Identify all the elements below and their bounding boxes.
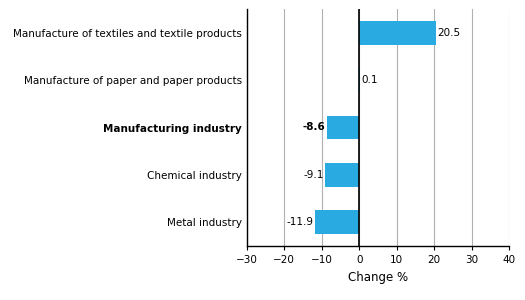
Text: -9.1: -9.1 — [303, 170, 323, 180]
Bar — [314, 211, 359, 234]
Bar — [325, 163, 359, 187]
Bar — [359, 21, 436, 44]
Bar — [327, 116, 359, 139]
X-axis label: Change %: Change % — [348, 271, 408, 284]
Text: -11.9: -11.9 — [286, 217, 313, 227]
Text: 0.1: 0.1 — [361, 75, 377, 85]
Text: -8.6: -8.6 — [303, 122, 326, 133]
Text: 20.5: 20.5 — [438, 28, 461, 38]
